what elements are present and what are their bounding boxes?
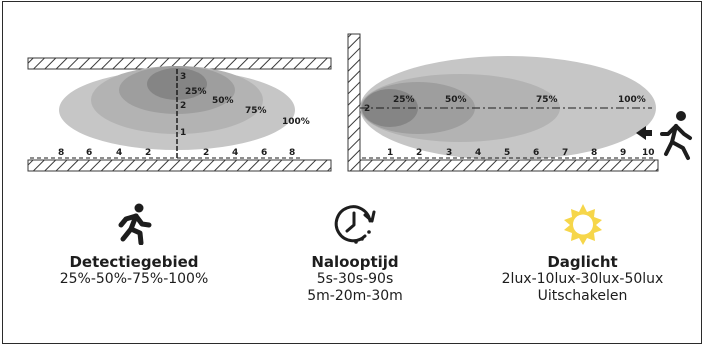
side-scale-label: 2 [203,148,209,158]
detection-feature: Detectiegebied 25%-50%-75%-100% [40,203,228,288]
top-scale-label: 8 [591,148,597,158]
top-scale-label: 2 [416,148,422,158]
walking-person-icon [660,111,692,160]
side-scale-label: 8 [58,148,64,158]
feature-value: 5s-30s-90s [316,271,394,287]
side-zone-label: 75% [245,106,267,116]
top-floor [359,159,659,172]
side-scale-label: 8 [289,148,295,158]
top-zone-label: 50% [445,95,467,105]
feature-value: Uitschakelen [537,288,628,304]
arrow-left-icon [636,126,652,140]
floor [27,159,332,172]
side-view: 3 2 1 25% 50% 75% 100% 8 6 4 2 2 4 6 8 [27,57,332,172]
side-zone-label: 50% [212,96,234,106]
side-zone-label: 25% [185,87,207,97]
top-scale-label: 3 [446,148,452,158]
side-scale-label: 4 [232,148,238,158]
wall [347,33,361,172]
top-scale-label: 7 [562,148,568,158]
side-height-label: 2 [180,101,186,111]
side-zone-label: 100% [282,117,310,127]
sun-icon [563,204,602,245]
side-scale-label: 6 [86,148,92,158]
feature-title: Detectiegebied [69,253,199,271]
top-scale-label: 5 [504,148,510,158]
top-zone-label: 100% [618,95,646,105]
feature-title: Daglicht [547,253,618,271]
hold-time-feature: Nalooptijd 5s-30s-90s 5m-20m-30m [280,203,430,305]
daylight-feature: Daglicht 2lux-10lux-30lux-50lux Uitschak… [480,203,685,305]
top-zone-label: 25% [393,95,415,105]
side-scale-label: 2 [145,148,151,158]
running-person-icon [118,203,152,245]
side-scale-label: 4 [116,148,122,158]
feature-value: 2lux-10lux-30lux-50lux [501,271,664,287]
top-scale-label: 1 [387,148,393,158]
top-height-label: 2 [364,104,370,114]
feature-title: Nalooptijd [311,253,399,271]
side-scale-label: 6 [261,148,267,158]
feature-value: 25%-50%-75%-100% [59,271,209,287]
feature-value: 5m-20m-30m [307,288,403,304]
timer-icon [334,205,376,244]
side-height-label: 3 [180,72,186,82]
top-scale-label: 4 [475,148,481,158]
top-scale-label: 10 [642,148,655,158]
top-view: 2 25% 50% 75% 100% 1 2 3 4 5 6 7 8 9 10 [347,33,692,172]
top-scale-label: 9 [620,148,626,158]
top-zone-label: 75% [536,95,558,105]
top-scale-label: 6 [533,148,539,158]
zone-25 [362,89,418,127]
side-height-label: 1 [180,128,186,138]
